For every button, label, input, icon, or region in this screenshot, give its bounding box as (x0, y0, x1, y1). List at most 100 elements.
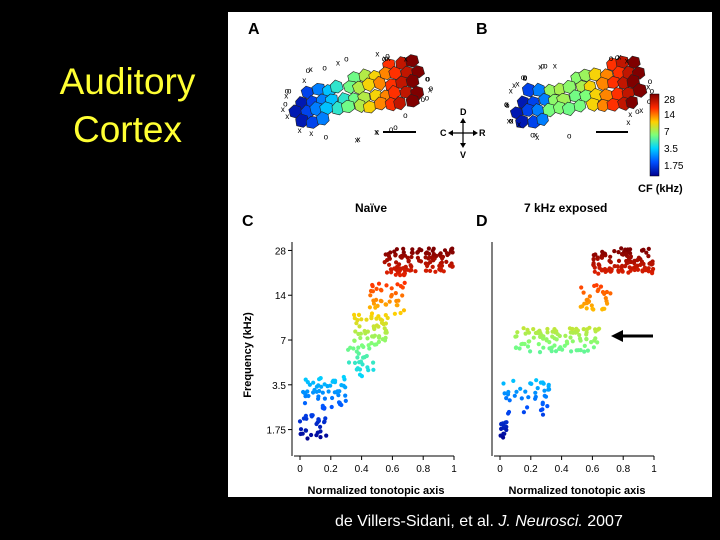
data-point (447, 263, 453, 268)
data-point (638, 262, 643, 267)
data-point (522, 341, 527, 347)
data-point (534, 378, 539, 383)
data-point (511, 378, 516, 383)
data-point (376, 335, 382, 340)
data-point (593, 252, 598, 257)
data-point (352, 338, 357, 343)
x-tick-label: 0.4 (555, 464, 569, 475)
data-point (599, 255, 605, 260)
data-point (415, 250, 420, 255)
map-marker: o (322, 64, 327, 73)
y-tick-label: 14 (275, 291, 287, 302)
data-point (322, 382, 327, 387)
data-point (526, 395, 531, 400)
data-point (601, 251, 606, 256)
data-point (371, 298, 376, 303)
data-point (319, 384, 324, 389)
data-point (635, 267, 640, 272)
data-point (392, 311, 397, 316)
data-point (410, 250, 415, 255)
data-point (378, 298, 383, 303)
data-point (557, 346, 562, 351)
data-point (366, 368, 371, 373)
map-cell (585, 97, 600, 112)
data-point (403, 264, 408, 269)
data-point (389, 292, 394, 298)
data-point (305, 380, 310, 385)
data-point (425, 263, 430, 269)
data-point (507, 398, 512, 403)
data-point (525, 344, 531, 349)
y-tick-label: 1.75 (267, 426, 287, 437)
data-point (388, 267, 393, 272)
data-point (602, 291, 607, 296)
data-point (322, 405, 327, 410)
data-point (365, 329, 370, 334)
map-marker: o (344, 55, 349, 64)
data-point (528, 349, 533, 354)
data-point (372, 326, 377, 331)
data-point (364, 317, 369, 322)
data-point (362, 328, 367, 334)
data-point (531, 327, 536, 332)
data-point (346, 347, 351, 352)
exposure-arrow (611, 330, 653, 342)
map-cell (606, 98, 621, 112)
data-point (542, 388, 547, 393)
data-point (526, 339, 531, 344)
map-cell (361, 77, 376, 92)
data-point (593, 336, 598, 341)
data-point (398, 284, 403, 289)
data-point (428, 260, 433, 265)
data-point (450, 250, 455, 255)
data-point (351, 346, 356, 351)
map-cell (404, 54, 420, 68)
data-point (330, 395, 335, 401)
data-point (311, 380, 316, 385)
data-point (387, 299, 392, 304)
map-cell (329, 79, 344, 94)
data-point (309, 413, 314, 418)
panel-label-d: D (476, 213, 488, 230)
map-marker: x (428, 86, 432, 95)
map-cell (393, 96, 407, 111)
compass-north: D (460, 107, 467, 117)
data-point (365, 336, 370, 341)
data-point (514, 389, 519, 394)
data-point (602, 267, 607, 272)
colorbar-tick: 7 (664, 127, 670, 138)
map-marker: o (425, 74, 430, 83)
data-point (370, 289, 376, 294)
data-point (596, 271, 601, 276)
data-point (592, 283, 597, 288)
data-point (646, 266, 651, 271)
map-cell (521, 82, 537, 98)
x-tick-label: 0.4 (355, 464, 369, 475)
data-point (372, 333, 377, 338)
data-point (401, 250, 406, 255)
map-marker: x (383, 54, 387, 63)
map-marker: x (553, 62, 557, 71)
map-cell (372, 75, 387, 91)
data-point (385, 315, 390, 321)
map-marker: o (287, 86, 292, 95)
map-marker: o (306, 66, 311, 75)
data-point (574, 348, 579, 353)
data-point (376, 281, 382, 286)
map-cell (340, 99, 356, 114)
map-marker: o (523, 74, 528, 83)
data-point (358, 331, 363, 336)
data-point (545, 326, 550, 332)
data-point (357, 360, 362, 365)
data-point (504, 420, 509, 425)
map-marker: o (429, 84, 434, 93)
map-marker: x (298, 126, 302, 135)
citation-authors: de Villers-Sidani, et al. (335, 513, 499, 530)
map-marker: o (530, 131, 535, 140)
citation: de Villers-Sidani, et al. J. Neurosci. 2… (335, 513, 623, 531)
map-marker: o (504, 100, 509, 109)
data-point (592, 269, 597, 274)
data-point (590, 306, 595, 311)
data-point (584, 336, 589, 342)
data-point (374, 323, 379, 328)
